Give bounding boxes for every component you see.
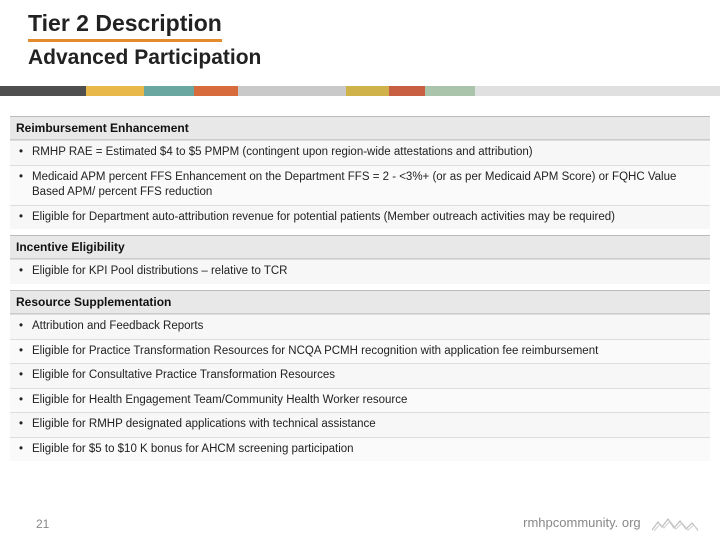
list-item: •Eligible for Health Engagement Team/Com… — [10, 388, 710, 413]
bullet-icon: • — [10, 141, 32, 165]
page-number: 21 — [36, 517, 49, 531]
bullet-icon: • — [10, 389, 32, 413]
color-bar-segment — [238, 86, 346, 96]
bullet-icon: • — [10, 315, 32, 339]
list-item-text: Eligible for Consultative Practice Trans… — [32, 364, 710, 388]
footer-url: rmhpcommunity. org — [523, 515, 641, 530]
color-bar-segment — [194, 86, 237, 96]
list-item-text: RMHP RAE = Estimated $4 to $5 PMPM (cont… — [32, 141, 710, 165]
list-item: •Eligible for RMHP designated applicatio… — [10, 412, 710, 437]
title-block: Tier 2 Description Advanced Participatio… — [0, 0, 720, 74]
slide: { "title": "Tier 2 Description", "subtit… — [0, 0, 720, 540]
bullet-icon: • — [10, 166, 32, 205]
decorative-color-bar — [0, 86, 720, 96]
footer-right: rmhpcommunity. org — [523, 515, 698, 532]
color-bar-segment — [346, 86, 389, 96]
page-subtitle: Advanced Participation — [28, 46, 720, 70]
list-item: •Attribution and Feedback Reports — [10, 314, 710, 339]
list-item: •Eligible for $5 to $10 K bonus for AHCM… — [10, 437, 710, 462]
color-bar-segment — [144, 86, 194, 96]
list-item-text: Eligible for Department auto-attribution… — [32, 206, 710, 230]
section-heading: Resource Supplementation — [10, 290, 710, 314]
bullet-icon: • — [10, 364, 32, 388]
color-bar-segment — [0, 86, 86, 96]
section-heading: Reimbursement Enhancement — [10, 116, 710, 140]
list-item: •Medicaid APM percent FFS Enhancement on… — [10, 165, 710, 205]
list-item: •Eligible for Consultative Practice Tran… — [10, 363, 710, 388]
list-item: •RMHP RAE = Estimated $4 to $5 PMPM (con… — [10, 140, 710, 165]
color-bar-segment — [475, 86, 720, 96]
footer: 21 rmhpcommunity. org — [0, 515, 720, 532]
bullet-icon: • — [10, 413, 32, 437]
page-title: Tier 2 Description — [28, 10, 222, 42]
list-item-text: Eligible for Health Engagement Team/Comm… — [32, 389, 710, 413]
color-bar-segment — [425, 86, 475, 96]
list-item: •Eligible for Department auto-attributio… — [10, 205, 710, 230]
list-item-text: Medicaid APM percent FFS Enhancement on … — [32, 166, 710, 205]
list-item-text: Eligible for $5 to $10 K bonus for AHCM … — [32, 438, 710, 462]
color-bar-segment — [86, 86, 144, 96]
bullet-icon: • — [10, 260, 32, 284]
section-heading: Incentive Eligibility — [10, 235, 710, 259]
bullet-icon: • — [10, 340, 32, 364]
color-bar-segment — [389, 86, 425, 96]
content-body: Reimbursement Enhancement•RMHP RAE = Est… — [0, 96, 720, 461]
list-item-text: Eligible for RMHP designated application… — [32, 413, 710, 437]
list-item-text: Attribution and Feedback Reports — [32, 315, 710, 339]
bullet-icon: • — [10, 438, 32, 462]
list-item-text: Eligible for Practice Transformation Res… — [32, 340, 710, 364]
bullet-icon: • — [10, 206, 32, 230]
list-item: •Eligible for Practice Transformation Re… — [10, 339, 710, 364]
mountain-icon — [652, 516, 698, 532]
list-item-text: Eligible for KPI Pool distributions – re… — [32, 260, 710, 284]
list-item: •Eligible for KPI Pool distributions – r… — [10, 259, 710, 284]
